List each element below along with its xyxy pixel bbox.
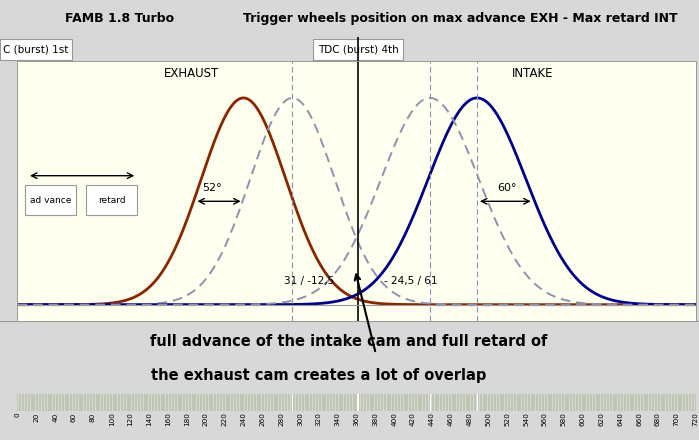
- Text: 660: 660: [636, 413, 642, 426]
- Text: - 24,5 / 61: - 24,5 / 61: [384, 276, 438, 286]
- Text: EXHAUST: EXHAUST: [164, 67, 219, 80]
- Text: 160: 160: [165, 413, 171, 426]
- Text: 340: 340: [335, 413, 340, 426]
- Text: FAMB 1.8 Turbo: FAMB 1.8 Turbo: [66, 12, 175, 25]
- Text: 420: 420: [410, 413, 416, 426]
- FancyBboxPatch shape: [24, 185, 76, 216]
- Text: full advance of the intake cam and full retard of: full advance of the intake cam and full …: [150, 334, 548, 349]
- Text: 400: 400: [391, 413, 397, 426]
- Text: 60: 60: [71, 413, 77, 422]
- Text: 320: 320: [316, 413, 322, 426]
- Text: 31 / -12,5: 31 / -12,5: [284, 276, 335, 286]
- Text: 680: 680: [655, 413, 661, 426]
- Text: 460: 460: [447, 413, 454, 426]
- Text: 360: 360: [354, 413, 359, 426]
- Text: 600: 600: [579, 413, 586, 426]
- FancyBboxPatch shape: [0, 39, 72, 59]
- FancyBboxPatch shape: [313, 39, 403, 59]
- Text: the exhaust cam creates a lot of overlap: the exhaust cam creates a lot of overlap: [151, 368, 487, 383]
- Text: 580: 580: [561, 413, 567, 426]
- Text: 620: 620: [598, 413, 605, 426]
- Text: 260: 260: [259, 413, 266, 426]
- Text: 60°: 60°: [498, 183, 517, 193]
- Text: retard: retard: [98, 195, 125, 205]
- Text: 480: 480: [466, 413, 473, 426]
- Text: 540: 540: [523, 413, 529, 426]
- Text: 700: 700: [674, 413, 679, 426]
- Text: INTAKE: INTAKE: [512, 67, 554, 80]
- Text: 52°: 52°: [202, 183, 222, 193]
- FancyBboxPatch shape: [86, 185, 137, 216]
- Text: 720: 720: [693, 413, 698, 426]
- Text: 300: 300: [297, 413, 303, 426]
- Text: Trigger wheels position on max advance EXH - Max retard INT: Trigger wheels position on max advance E…: [243, 12, 677, 25]
- Text: 640: 640: [617, 413, 624, 426]
- Text: 440: 440: [428, 413, 435, 426]
- Text: 220: 220: [222, 413, 228, 426]
- Text: 240: 240: [240, 413, 247, 426]
- Text: 0: 0: [15, 413, 20, 417]
- Text: 100: 100: [108, 413, 115, 426]
- Text: 140: 140: [146, 413, 152, 426]
- Text: TDC (burst) 4th: TDC (burst) 4th: [318, 44, 398, 54]
- Text: 80: 80: [89, 413, 96, 422]
- Text: ad vance: ad vance: [29, 195, 71, 205]
- Text: 200: 200: [203, 413, 209, 426]
- Text: C (burst) 1st: C (burst) 1st: [3, 44, 69, 54]
- Text: 500: 500: [485, 413, 491, 426]
- Text: 120: 120: [127, 413, 134, 426]
- Text: 40: 40: [52, 413, 58, 422]
- Text: 280: 280: [278, 413, 284, 426]
- Text: 20: 20: [34, 413, 39, 422]
- Text: 180: 180: [184, 413, 190, 426]
- Text: 560: 560: [542, 413, 548, 426]
- Text: 380: 380: [373, 413, 378, 426]
- Text: 520: 520: [504, 413, 510, 426]
